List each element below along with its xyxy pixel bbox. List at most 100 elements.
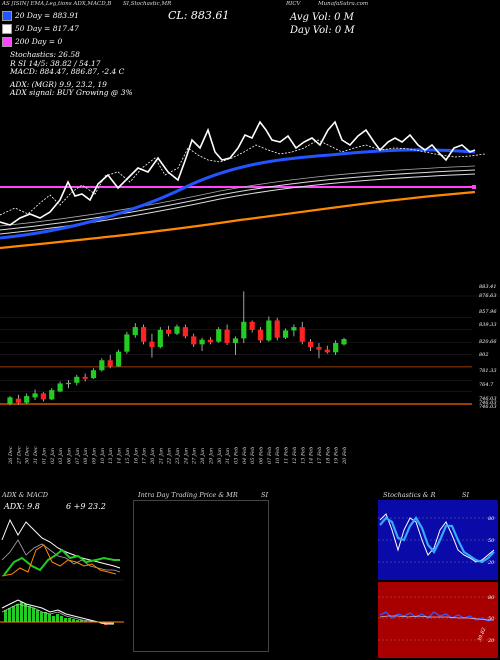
- stoch-k-line: [379, 513, 495, 563]
- rsi-line: [379, 611, 495, 622]
- date-axis-label: 14 Jan: [117, 448, 123, 464]
- candle-body-bull: [266, 320, 272, 341]
- price-line: [0, 120, 476, 226]
- date-axis-label: 31 Dec: [33, 446, 39, 464]
- price-axis-label: 764.7: [479, 382, 494, 388]
- date-axis-label: 10 Jan: [100, 448, 106, 464]
- legend-adx-signal: ADX signal: BUY Growing @ 3%: [10, 88, 133, 97]
- candle: [199, 337, 205, 351]
- candle-body-bear: [324, 349, 330, 353]
- candle-body-bull: [57, 383, 63, 392]
- date-axis-label: 31 Jan: [225, 448, 231, 464]
- candle-body-bear: [316, 347, 322, 350]
- candle-body-bull: [90, 370, 97, 379]
- date-axis-label: 07 Jan: [75, 448, 81, 464]
- adx-value: ADX: 9.8: [3, 502, 40, 511]
- date-axis-label: 28 Jan: [200, 448, 206, 465]
- price-axis-label: 820.66: [479, 339, 497, 345]
- candle-body-bear: [274, 320, 280, 338]
- legend-adx: ADX: (MGR) 9.9, 23.2, 19: [10, 80, 107, 89]
- adx-right-values: 6 +9 23.2: [66, 502, 106, 511]
- ema200-line: [0, 190, 476, 250]
- candlesticks: [7, 291, 347, 406]
- candle-body-bear: [299, 327, 305, 342]
- date-axis-label: 23 Jan: [175, 448, 181, 465]
- candle: [65, 380, 72, 389]
- date-axis-label: 11 Feb: [284, 447, 290, 464]
- date-axis-label: 13 Feb: [300, 447, 306, 464]
- price-levels: [0, 317, 472, 405]
- stoch-d-line: [379, 516, 495, 564]
- candle-body-bull: [333, 343, 339, 353]
- stoch-scale-80: 80: [488, 516, 495, 522]
- candle: [274, 317, 280, 341]
- legend-ema50: 50 Day = 817.47: [2, 24, 79, 34]
- date-axis-label: 13 Jan: [108, 448, 114, 464]
- candle-body-bear: [182, 327, 188, 337]
- candle-body-bear: [15, 398, 21, 403]
- candle: [132, 323, 138, 338]
- ema200-text: 200 Day = 0: [15, 37, 63, 46]
- candle: [24, 393, 30, 405]
- ema50-text: 50 Day = 817.47: [15, 24, 79, 33]
- candle: [216, 327, 222, 344]
- candle: [249, 320, 255, 333]
- date-axis-label: 12 Feb: [292, 447, 298, 464]
- price-axis-label: 781.33: [479, 368, 497, 374]
- date-axis-label: 19 Feb: [334, 447, 340, 464]
- date-axis-label: 01 Jan: [41, 448, 47, 464]
- candle-body-bull: [157, 329, 163, 348]
- ema20-line: [0, 148, 476, 240]
- date-axis-label: 29 Jan: [208, 448, 214, 465]
- date-axis-label: 24 Jan: [183, 448, 189, 465]
- ema20-swatch-icon: [2, 11, 12, 21]
- price-axis-label: 746.03: [479, 396, 497, 402]
- candle: [90, 368, 97, 379]
- di-line: [1, 539, 121, 573]
- legend-ema20: 20 Day = 883.91: [2, 11, 79, 21]
- date-axis-label: 17 Feb: [317, 447, 323, 464]
- price-axis-label: 802: [479, 352, 489, 358]
- ema-overview: [0, 120, 486, 250]
- candle: [49, 388, 55, 401]
- date-axis-label: 02 Jan: [50, 448, 56, 464]
- candle: [224, 324, 230, 346]
- rsi-scale-50: 50: [488, 616, 495, 622]
- price-axis-label: 746.03: [479, 404, 497, 410]
- date-axis-label: 22 Jan: [167, 448, 173, 465]
- candle: [241, 291, 247, 344]
- candle-body-bear: [40, 393, 46, 400]
- header-right-b: MunafaSutra.com: [318, 1, 369, 7]
- date-axis-label: 18 Feb: [325, 447, 331, 464]
- candle-body-bear: [249, 321, 255, 330]
- date-axis-label: 27 Jan: [192, 448, 198, 465]
- candle-body-bull: [291, 327, 297, 331]
- candle: [299, 321, 305, 345]
- rsi-signal-line: [379, 615, 494, 621]
- date-axis-label: 05 Feb: [250, 447, 256, 464]
- candle: [257, 327, 264, 344]
- candle: [291, 324, 297, 337]
- date-axis-label: 08 Jan: [83, 448, 89, 464]
- candle-body-bull: [74, 376, 80, 383]
- rsi-scale-80: 80: [488, 595, 495, 601]
- date-axis-label: 27 Dec: [16, 446, 22, 465]
- date-axis-label: 10 Feb: [275, 447, 281, 464]
- date-axis-label: 04 Feb: [242, 447, 248, 464]
- candle-body-bull: [49, 390, 55, 400]
- candle-body-bear: [107, 360, 113, 367]
- date-axis-label: 17 Jan: [142, 448, 148, 464]
- candle: [107, 354, 113, 369]
- candle: [99, 358, 105, 372]
- date-axis-label: 30 Dec: [25, 446, 31, 464]
- price-axis-labels: 883.41 876.63 857.96 839.33 820.66 802 781.33 7…: [479, 284, 497, 410]
- adx-macd-panel: ADX: 9.8 6 +9 23.2: [0, 500, 124, 660]
- legend-macd: MACD: 884.47, 886.87, -2.4 C: [10, 67, 125, 76]
- candle-body-bull: [341, 339, 347, 345]
- candle-body-bear: [149, 341, 155, 348]
- candle-body-bull: [232, 338, 239, 344]
- candle: [232, 336, 239, 355]
- avg-volume: Avg Vol: 0 M: [290, 12, 354, 23]
- adx-panel-title: ADX & MACD: [2, 491, 48, 499]
- candle-body-bull: [241, 321, 247, 339]
